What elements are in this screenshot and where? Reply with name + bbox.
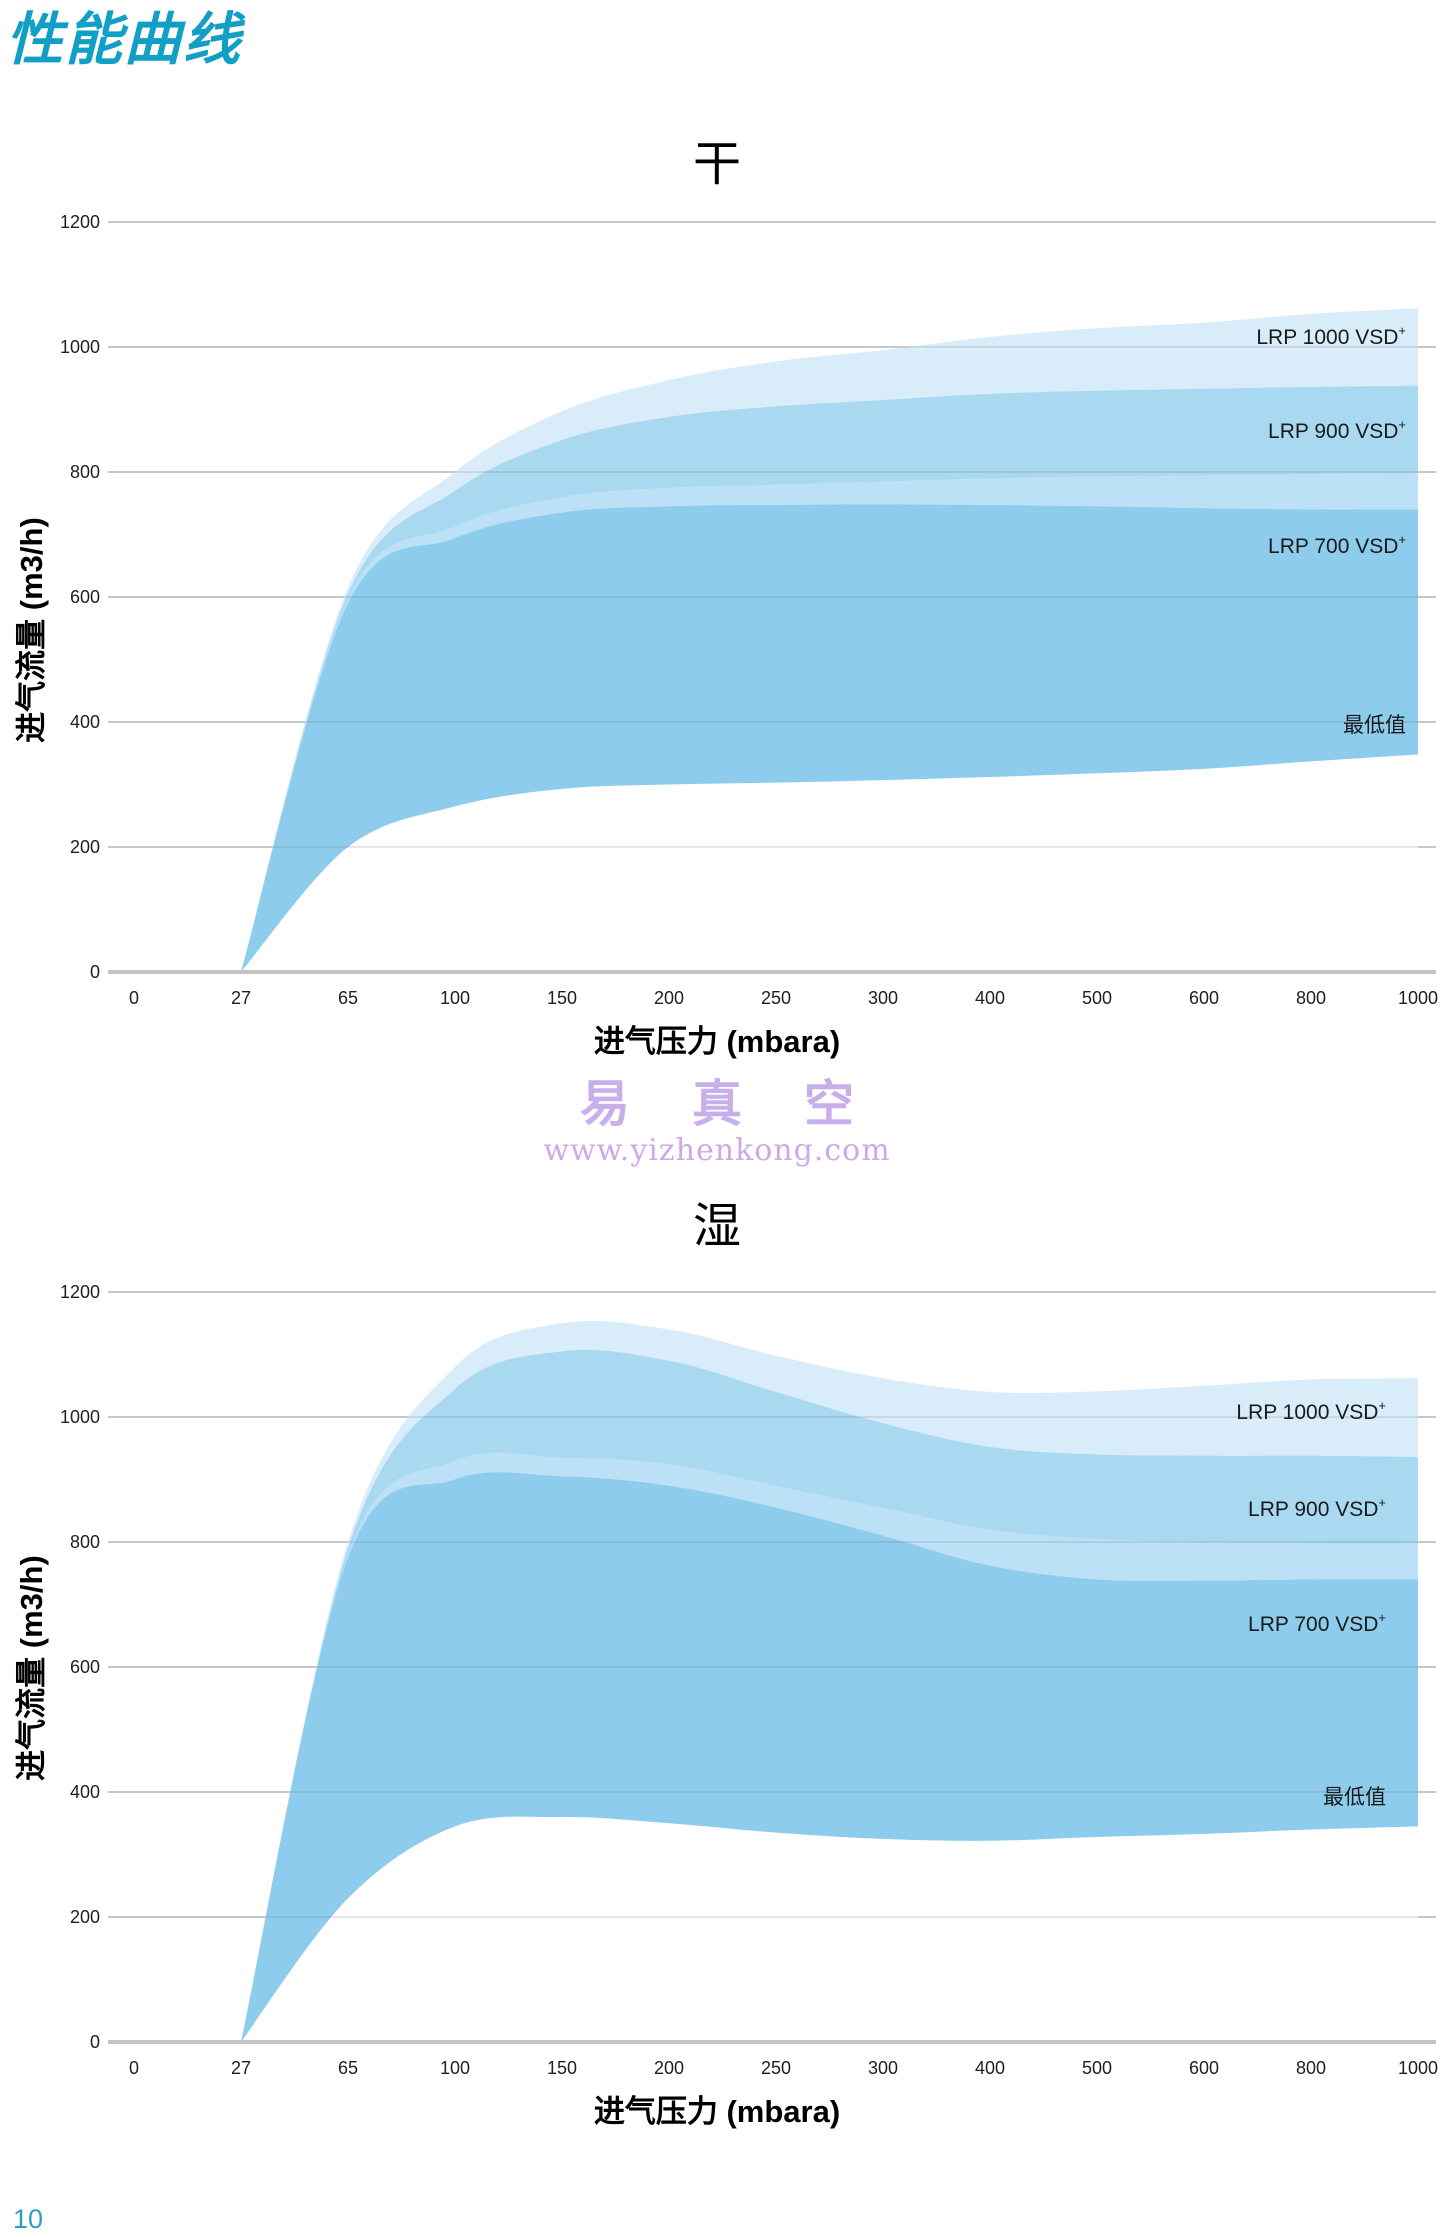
dry-chart-title: 干 (692, 138, 741, 191)
series-label-min-dry: 最低值 (1343, 709, 1406, 739)
x-tick-label-600: 600 (1189, 2058, 1219, 2078)
x-tick-label-400: 400 (975, 988, 1005, 1008)
y-tick-label-400: 400 (70, 712, 100, 732)
x-tick-label-150: 150 (547, 988, 577, 1008)
y-tick-label-1000: 1000 (60, 1407, 100, 1427)
area-band-4-min (241, 1816, 1418, 2042)
y-tick-label-200: 200 (70, 837, 100, 857)
y-tick-label-200: 200 (70, 1907, 100, 1927)
series-label-lrp-900-wet: LRP 900 VSD+ (1248, 1495, 1386, 1522)
x-tick-label-250: 250 (761, 2058, 791, 2078)
series-label-lrp-700-wet: LRP 700 VSD+ (1248, 1610, 1386, 1637)
y-tick-label-800: 800 (70, 462, 100, 482)
series-label-text: LRP 900 VSD (1268, 420, 1399, 443)
y-tick-label-600: 600 (70, 587, 100, 607)
y-tick-label-400: 400 (70, 1782, 100, 1802)
series-label-sup: + (1398, 322, 1406, 338)
wet-x-axis-title: 进气压力 (mbara) (593, 2094, 841, 2129)
dry-x-axis-title: 进气压力 (mbara) (593, 1024, 841, 1059)
series-label-text: LRP 900 VSD (1248, 1498, 1379, 1522)
series-label-lrp-900-dry: LRP 900 VSD+ (1268, 417, 1406, 444)
x-tick-label-600: 600 (1189, 988, 1219, 1008)
y-tick-label-1200: 1200 (60, 1282, 100, 1302)
series-label-lrp-700-dry: LRP 700 VSD+ (1268, 532, 1406, 559)
x-tick-label-300: 300 (868, 2058, 898, 2078)
wet-chart-title: 湿 (692, 1200, 741, 1253)
x-tick-label-100: 100 (440, 988, 470, 1008)
series-label-min-wet: 最低值 (1323, 1781, 1386, 1811)
series-label-lrp-1000-dry: LRP 1000 VSD+ (1256, 322, 1406, 350)
watermark-text: 易真空 (580, 1074, 916, 1133)
x-tick-label-0: 0 (129, 988, 139, 1008)
x-tick-label-150: 150 (547, 2058, 577, 2078)
series-label-lrp-1000-wet: LRP 1000 VSD+ (1236, 1398, 1386, 1425)
y-tick-label-1200: 1200 (60, 212, 100, 232)
page-title: 性能曲线 (6, 8, 242, 72)
series-label-text: 最低值 (1343, 714, 1406, 738)
series-label-text: 最低值 (1323, 1786, 1386, 1810)
x-tick-label-0: 0 (129, 2058, 139, 2078)
series-label-text: LRP 700 VSD (1268, 535, 1399, 558)
x-tick-label-400: 400 (975, 2058, 1005, 2078)
x-tick-label-1000: 1000 (1398, 988, 1438, 1008)
x-tick-label-27: 27 (231, 2058, 251, 2078)
wet-chart-plot: 0 200 400 600 800 1000 1200 0 27 65 100 150 200 250 30… (60, 1282, 1438, 2078)
x-tick-label-300: 300 (868, 988, 898, 1008)
area-band-4-min (241, 754, 1418, 972)
x-tick-label-500: 500 (1082, 2058, 1112, 2078)
x-tick-label-27: 27 (231, 988, 251, 1008)
x-tick-label-500: 500 (1082, 988, 1112, 1008)
x-tick-label-100: 100 (440, 2058, 470, 2078)
x-tick-label-200: 200 (654, 2058, 684, 2078)
x-tick-label-65: 65 (338, 2058, 358, 2078)
x-tick-label-800: 800 (1296, 988, 1326, 1008)
page-number: 10 (13, 2204, 44, 2234)
y-tick-label-800: 800 (70, 1532, 100, 1552)
watermark-url: www.yizhenkong.com (543, 1133, 891, 1168)
series-label-sup: + (1378, 1610, 1386, 1626)
watermark: 易真空 www.yizhenkong.com (0, 1076, 1434, 1168)
x-tick-label-800: 800 (1296, 2058, 1326, 2078)
series-label-sup: + (1378, 1495, 1386, 1511)
x-tick-label-250: 250 (761, 988, 791, 1008)
series-label-sup: + (1398, 532, 1406, 547)
y-tick-label-0: 0 (90, 2032, 100, 2052)
series-label-sup: + (1378, 1398, 1386, 1414)
series-label-sup: + (1398, 417, 1406, 432)
y-tick-label-0: 0 (90, 962, 100, 982)
x-tick-label-65: 65 (338, 988, 358, 1008)
series-label-text: LRP 1000 VSD (1236, 1401, 1379, 1425)
x-tick-label-1000: 1000 (1398, 2058, 1438, 2078)
series-label-text: LRP 700 VSD (1248, 1613, 1379, 1637)
y-tick-label-1000: 1000 (60, 337, 100, 357)
x-tick-label-200: 200 (654, 988, 684, 1008)
y-tick-label-600: 600 (70, 1657, 100, 1677)
dry-chart-plot: 0 200 400 600 800 1000 1200 0 27 65 100 150 200 250 30… (60, 212, 1438, 1008)
series-label-text: LRP 1000 VSD (1256, 325, 1399, 349)
